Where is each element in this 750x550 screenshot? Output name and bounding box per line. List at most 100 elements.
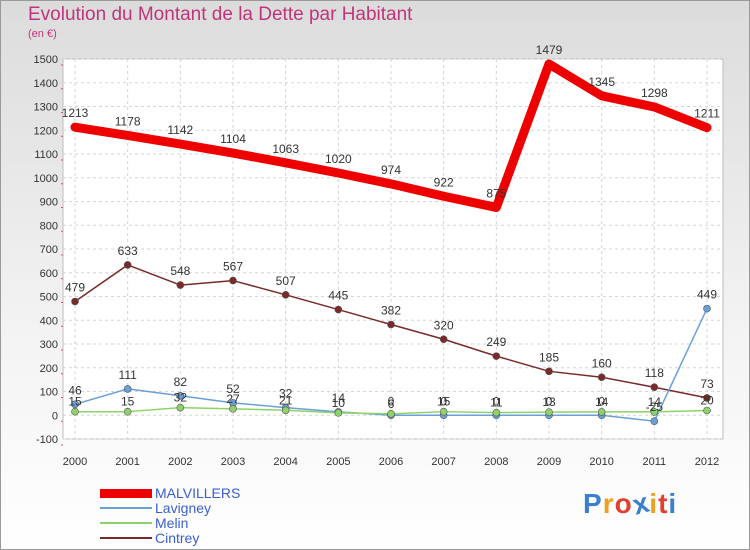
y-tick-label: 1200 [34,125,58,137]
data-label: 479 [65,280,85,294]
data-label: 14 [595,395,609,409]
y-tick-label: 100 [40,387,58,399]
y-tick-label: 300 [40,339,58,351]
data-label: 14 [648,395,662,409]
data-label: 445 [328,289,348,303]
y-tick-label: 0 [52,410,58,422]
data-label: 32 [174,391,188,405]
data-label: 0 [598,394,605,408]
data-point [439,407,448,416]
logo-letter: P [583,488,603,519]
legend-label: Melin [155,515,189,531]
data-label: 0 [493,394,500,408]
data-point [387,320,395,329]
data-label: 73 [700,377,714,391]
data-point [545,367,553,376]
logo-letter: o [614,488,633,519]
data-label: 11 [490,396,503,410]
data-label: 249 [486,335,506,349]
data-point [703,394,711,402]
data-label: 507 [276,274,296,288]
y-tick-label: 700 [40,244,58,256]
data-label: 21 [279,393,293,407]
series-line-malvillers [70,59,712,212]
data-label: 160 [592,356,612,370]
data-point [650,383,659,392]
data-label: -25 [646,400,664,414]
data-point [492,408,501,417]
data-point [545,408,553,416]
y-tick-label: 1500 [34,54,58,66]
proxiti-logo: Proxiti [583,486,678,520]
logo-letter: r [602,488,615,519]
data-label: 1178 [115,114,141,128]
x-tick-label: 2012 [695,456,719,468]
data-label: 449 [697,288,717,302]
data-label: 922 [434,175,454,189]
data-point [71,297,79,306]
data-label: 1298 [641,86,668,100]
data-label: 82 [174,375,188,389]
y-tick-label: 200 [40,363,58,375]
logo-letter: t [658,488,669,519]
data-label: 1063 [272,142,299,156]
data-label: 15 [121,395,135,409]
data-label: 185 [539,350,559,364]
data-label: 567 [223,260,243,274]
data-label: 320 [434,318,454,332]
data-label: 0 [546,394,553,408]
data-label: 52 [226,382,240,396]
data-point [123,407,132,416]
data-point [176,403,185,412]
logo-letter: i [668,488,678,519]
data-label: 0 [388,394,395,408]
data-label: 20 [700,394,714,408]
data-label: 974 [381,163,401,177]
x-tick-label: 2002 [168,456,192,468]
y-tick-label: 1100 [34,149,58,161]
data-point [229,276,237,285]
data-label: 111 [119,368,138,382]
legend-label: Cintrey [155,530,200,546]
legend-swatch [100,522,152,524]
data-label: 875 [486,186,506,200]
y-tick-label: -100 [36,434,58,446]
legend-swatch [100,507,152,509]
data-point [229,405,237,413]
data-label: 1213 [62,106,89,120]
data-label: 32 [279,387,293,401]
x-tick-label: 2009 [537,456,561,468]
chart-title: Evolution du Montant de la Dette par Hab… [28,4,413,25]
data-label: 1479 [536,43,563,57]
chart-subtitle: (en €) [28,28,57,40]
data-label: 1104 [220,132,246,146]
data-point [597,408,606,416]
data-label: 14 [332,391,346,405]
x-tick-label: 2007 [431,456,455,468]
data-point [71,400,79,409]
x-tick-label: 2010 [589,456,613,468]
y-tick-label: 900 [40,197,58,209]
data-point [334,305,343,314]
x-tick-label: 2005 [326,456,350,468]
data-point [650,408,659,416]
data-point [281,406,290,415]
y-tick-label: 400 [40,315,58,327]
legend-label: MALVILLERS [155,485,241,501]
data-label: 1020 [325,152,352,166]
data-label: 6 [388,397,395,411]
y-tick-label: 1300 [34,102,58,114]
y-tick-label: 1000 [34,173,58,185]
data-point [281,291,290,299]
x-tick-label: 2004 [273,456,297,468]
data-label: 118 [645,366,664,380]
data-point [650,417,659,425]
legend-swatch [100,488,152,498]
data-point [703,406,711,415]
legend-label: Lavigney [155,500,212,516]
data-label: 46 [68,383,82,397]
data-point [387,410,395,418]
data-point [492,352,501,360]
data-label: 633 [118,244,138,258]
